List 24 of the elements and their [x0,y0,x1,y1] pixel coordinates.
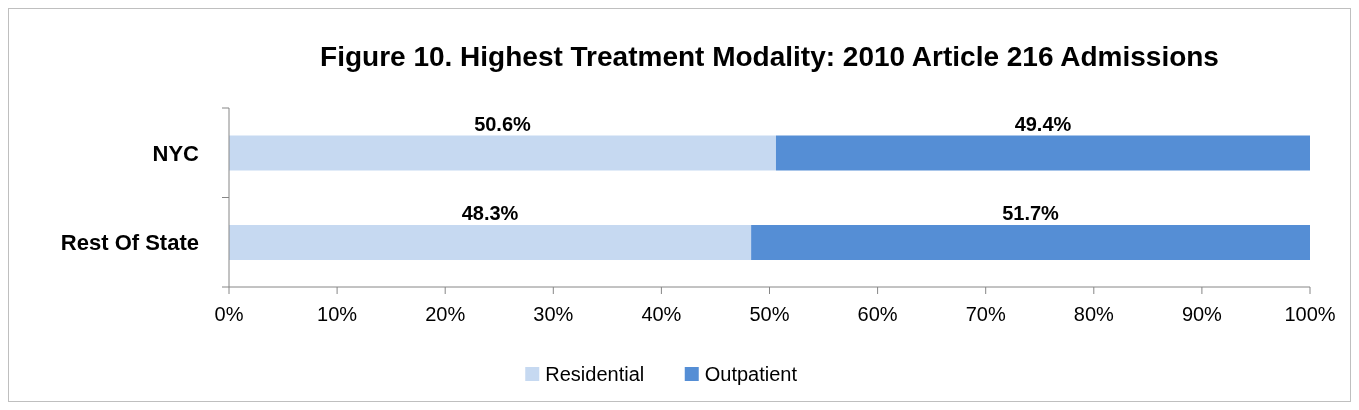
bar [229,135,776,171]
x-tick-label: 40% [641,303,682,325]
data-label: 50.6% [474,112,532,135]
x-tick-label: 80% [1073,303,1115,325]
legend-label: Residential [545,363,645,385]
y-tick-label: Rest Of State [60,230,199,256]
data-label: 49.4% [1014,112,1072,135]
x-tick-label: 90% [1181,303,1223,325]
bar [775,135,1310,171]
chart-title: Figure 10. Highest Treatment Modality: 2010 Article 216 Admissions [320,41,1219,72]
data-label: 51.7% [1002,202,1060,224]
x-tick-label: 30% [533,303,574,325]
y-tick-label: NYC [152,140,200,166]
x-tick-label: 70% [965,303,1006,325]
data-label: 48.3% [461,202,519,224]
x-tick-label: 50% [749,303,790,325]
legend-label: Outpatient [704,363,798,385]
bar [229,225,752,260]
bar [751,225,1310,260]
x-tick-label: 100% [1284,303,1336,325]
x-tick-label: 20% [425,303,466,325]
x-tick-label: 0% [214,303,244,325]
x-tick-label: 10% [317,303,358,325]
x-tick-label: 60% [857,303,898,325]
